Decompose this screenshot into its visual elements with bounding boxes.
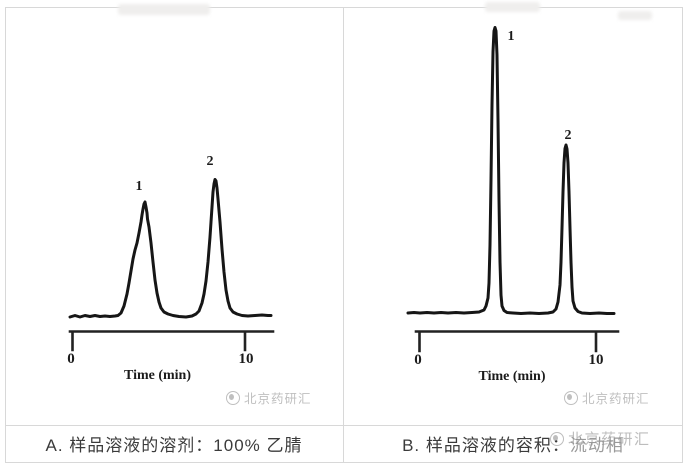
watermark-text: 北京药研汇	[568, 431, 651, 448]
panel-a-caption: A. 样品溶液的溶剂：100% 乙腈	[5, 425, 343, 462]
watermark-logo-icon	[550, 431, 564, 446]
panel-a-tick-0: 0	[67, 351, 75, 367]
panel-b-peak1-label: 1	[507, 29, 515, 44]
panel-divider-vertical	[343, 7, 344, 463]
panel-b-tick-0: 0	[414, 352, 422, 368]
chromatogram-b-trace	[406, 26, 616, 315]
watermark-logo-icon	[564, 390, 578, 405]
figure-frame	[5, 7, 683, 463]
panel-a-peak1-label: 1	[135, 179, 143, 194]
watermark-panel-b: 北京药研汇	[564, 388, 650, 407]
panel-b-tick-10: 10	[588, 352, 604, 368]
panel-b-axis-title: Time (min)	[478, 369, 546, 384]
watermark-text: 北京药研汇	[244, 392, 312, 406]
watermark-text: 北京药研汇	[582, 392, 650, 406]
watermark-caption-b-overlay: 北京药研汇	[550, 428, 651, 449]
panel-a-tick-10: 10	[238, 351, 254, 367]
panel-a-caption-text: A. 样品溶液的溶剂：100% 乙腈	[45, 436, 303, 455]
watermark-panel-a: 北京药研汇	[226, 388, 312, 407]
chromatogram-a-trace	[68, 178, 273, 319]
panel-a-peak2-label: 2	[206, 154, 214, 169]
panel-b-peak2-label: 2	[564, 128, 572, 143]
faded-watermark-smudge	[618, 11, 652, 20]
chromatogram-a-time-axis	[68, 330, 275, 352]
watermark-logo-icon	[226, 390, 240, 405]
caption-divider-horizontal	[5, 425, 683, 426]
panel-a-axis-title: Time (min)	[123, 368, 191, 383]
panel-b-caption-suffix: 流动相	[569, 436, 624, 455]
panel-b-caption-prefix: B. 样品溶液的容积：	[402, 436, 570, 455]
panel-b-caption: B. 样品溶液的容积： 流动相	[343, 425, 683, 462]
faded-watermark-smudge	[118, 4, 210, 15]
faded-watermark-smudge	[485, 2, 540, 12]
chromatogram-b-time-axis	[414, 330, 620, 353]
